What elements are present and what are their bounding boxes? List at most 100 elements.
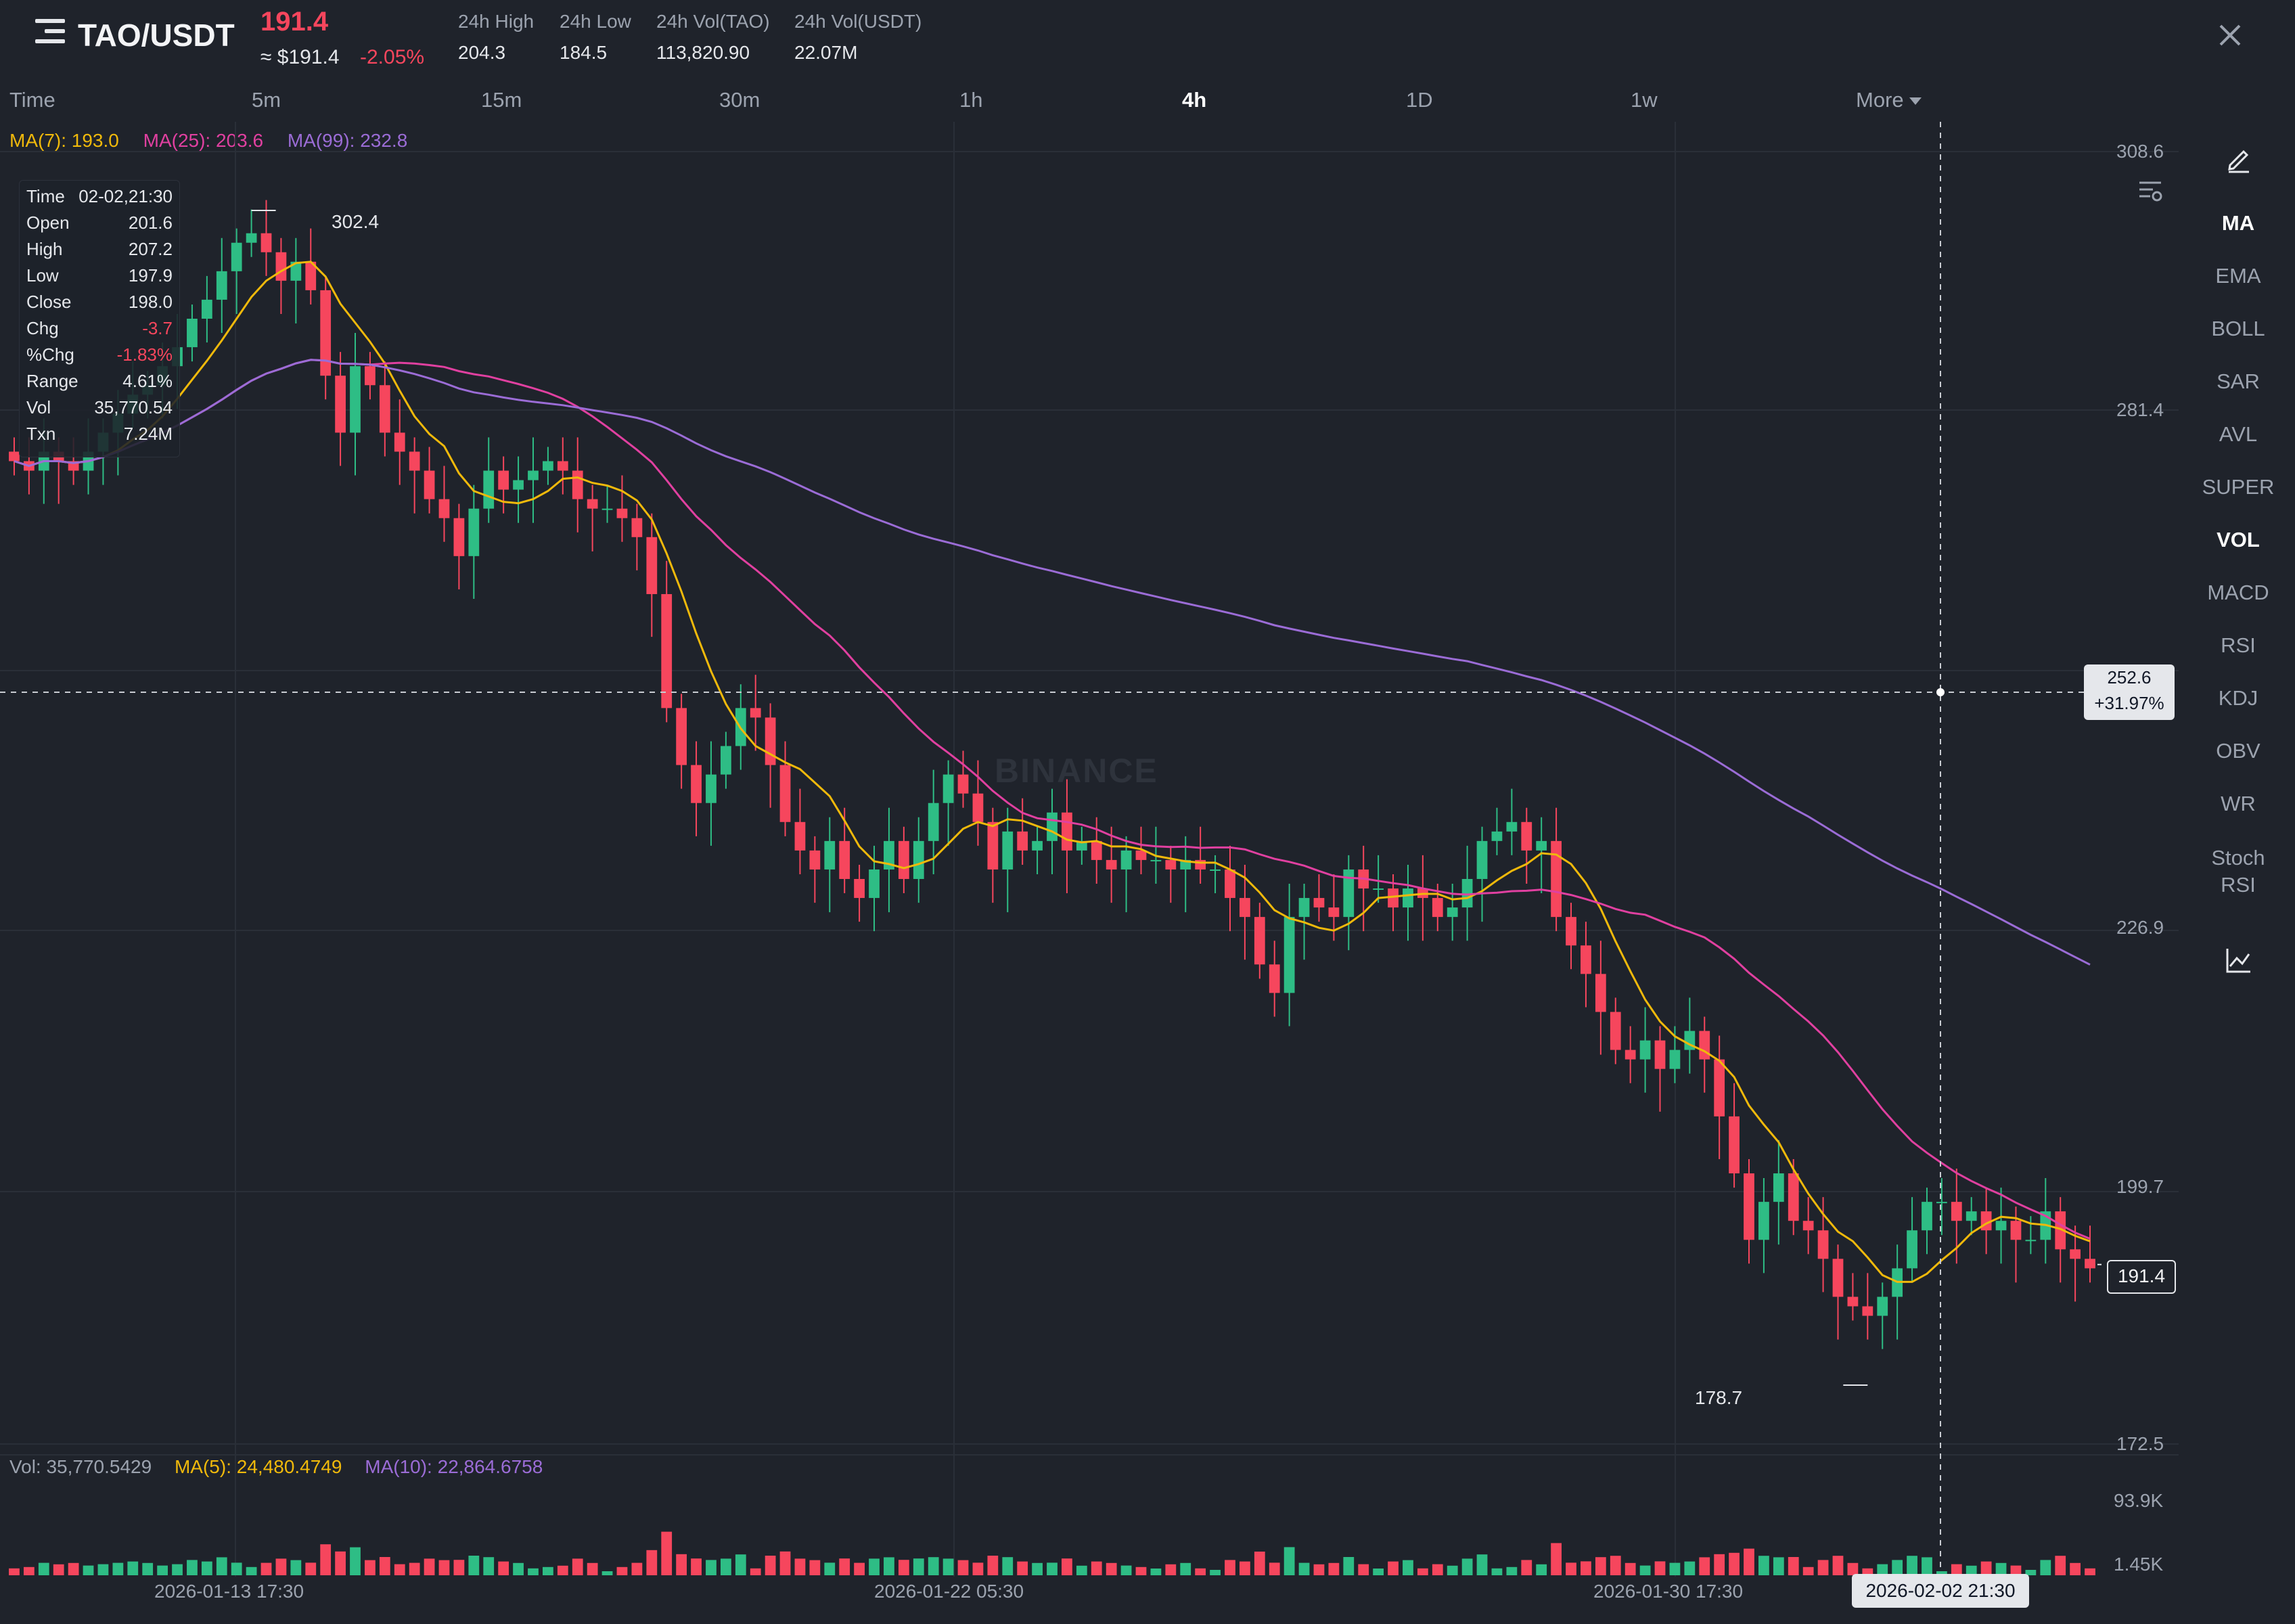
indicator-ma[interactable]: MA [2221, 211, 2255, 235]
candle-up [942, 774, 954, 803]
price-tick: 172.5 [2116, 1433, 2164, 1454]
volume-bar-up [1995, 1562, 2007, 1575]
volume-bar-up [1536, 1564, 1547, 1575]
change-percent: -2.05% [360, 46, 425, 68]
tab-1d[interactable]: 1D [1406, 88, 1433, 112]
candle-up [869, 869, 880, 899]
indicator-obv[interactable]: OBV [2216, 739, 2260, 763]
volume-bar-up [735, 1554, 746, 1575]
indicator-boll[interactable]: BOLL [2211, 317, 2265, 340]
volume-bar-down [1328, 1562, 1340, 1575]
volume-bar-up [1639, 1565, 1651, 1575]
tab-1h[interactable]: 1h [959, 88, 983, 112]
candle-up [513, 480, 524, 490]
volume-bar-down [1595, 1557, 1606, 1575]
volume-bar-down [53, 1564, 64, 1575]
pair-title[interactable]: TAO/USDT [78, 18, 235, 53]
tab-more[interactable]: More [1856, 88, 1922, 112]
volume-bar-up [1922, 1557, 1932, 1575]
volume-bar-down [587, 1562, 598, 1575]
volume-bar-up [824, 1562, 836, 1575]
price-tick: 226.9 [2116, 917, 2164, 938]
indicator-sar[interactable]: SAR [2217, 369, 2260, 393]
volume-bar-down [1744, 1548, 1754, 1575]
candle-up [1758, 1202, 1769, 1240]
candle-up [1965, 1211, 1977, 1221]
indicator-super[interactable]: SUPER [2202, 475, 2275, 499]
period-high-label: 302.4 [332, 211, 380, 232]
candle-down [1847, 1296, 1859, 1307]
volume-bar-down [9, 1568, 20, 1575]
volume-bar-down [394, 1564, 405, 1575]
candle-up [246, 233, 257, 243]
volume-bar-down [1062, 1558, 1072, 1575]
candle-down [616, 508, 628, 518]
volume-bar-down [453, 1560, 465, 1575]
tab-5m[interactable]: 5m [252, 88, 281, 112]
indicator-macd[interactable]: MACD [2207, 581, 2269, 604]
volume-bar-up [1150, 1569, 1162, 1575]
volume-bar-up [869, 1558, 880, 1575]
binance-watermark: BINANCE [995, 752, 1158, 790]
top-bar: TAO/USDT 191.4 ≈ $191.4 -2.05% 24h High 2… [0, 0, 2295, 88]
tab-4h[interactable]: 4h [1182, 88, 1207, 112]
indicator-vol[interactable]: VOL [2217, 528, 2260, 551]
candle-down [765, 717, 776, 765]
chart-settings-icon[interactable] [2137, 177, 2164, 204]
volume-bar-down [2070, 1562, 2081, 1575]
indicator-avl[interactable]: AVL [2219, 422, 2258, 446]
candle-down [646, 537, 658, 594]
volume-bar-down [1254, 1552, 1265, 1575]
indicator-stoch-rsi[interactable]: Stoch RSI [2211, 846, 2265, 897]
volume-bar-down [1017, 1561, 1028, 1575]
volume-bar-up [543, 1566, 553, 1575]
tab-15m[interactable]: 15m [481, 88, 522, 112]
volume-bar-up [1758, 1556, 1769, 1575]
volume-bar-down [987, 1556, 999, 1575]
info-row-time: Time 02-02,21:30 [26, 186, 173, 212]
indicator-rsi[interactable]: RSI [2221, 633, 2256, 657]
candle-down [305, 261, 317, 290]
candle-up [1506, 821, 1518, 832]
candle-down [9, 451, 20, 461]
indicator-kdj[interactable]: KDJ [2218, 686, 2258, 710]
tab-30m[interactable]: 30m [719, 88, 760, 112]
candle-down [2055, 1211, 2066, 1250]
candle-down [260, 233, 272, 252]
tab-1w[interactable]: 1w [1631, 88, 1658, 112]
candle-down [557, 461, 568, 471]
info-key: High [26, 239, 63, 259]
volume-bar-down [676, 1554, 687, 1575]
volume-value: Vol: 35,770.5429 [9, 1456, 152, 1477]
menu-icon[interactable] [35, 19, 65, 49]
volume-tick: 93.9K [2114, 1490, 2164, 1511]
indicator-ema[interactable]: EMA [2215, 264, 2261, 288]
ma-legend: MA(7): 193.0 MA(25): 203.6 MA(99): 232.8 [9, 130, 426, 152]
stat-label: 24h Vol(TAO) [656, 11, 770, 32]
volume-bar-up [942, 1558, 954, 1575]
volume-bar-down [320, 1544, 332, 1575]
volume-bar-down [1432, 1564, 1443, 1575]
volume-bar-up [913, 1558, 924, 1575]
volume-bar-down [972, 1562, 984, 1575]
candle-up [1936, 1202, 1947, 1204]
volume-bar-down [365, 1560, 376, 1575]
candle-down [1106, 859, 1117, 870]
candle-down [1699, 1031, 1710, 1060]
indicator-wr[interactable]: WR [2221, 792, 2256, 815]
crosshair-price-tag: 252.6 +31.97% [2084, 664, 2175, 720]
chart-style-icon[interactable] [2223, 945, 2254, 976]
candle-up [1536, 840, 1547, 851]
volume-bar-up [1076, 1565, 1087, 1575]
candle-down [1432, 898, 1443, 918]
volume-bar-up [38, 1562, 49, 1575]
close-icon[interactable] [2214, 19, 2246, 51]
volume-bar-up [928, 1557, 939, 1575]
tab-time[interactable]: Time [9, 88, 55, 112]
candle-up [720, 746, 731, 775]
volume-bar-up [1907, 1556, 1917, 1575]
pencil-icon[interactable] [2225, 145, 2253, 173]
volume-bar-down [646, 1550, 658, 1575]
volume-bar-down [779, 1551, 791, 1575]
